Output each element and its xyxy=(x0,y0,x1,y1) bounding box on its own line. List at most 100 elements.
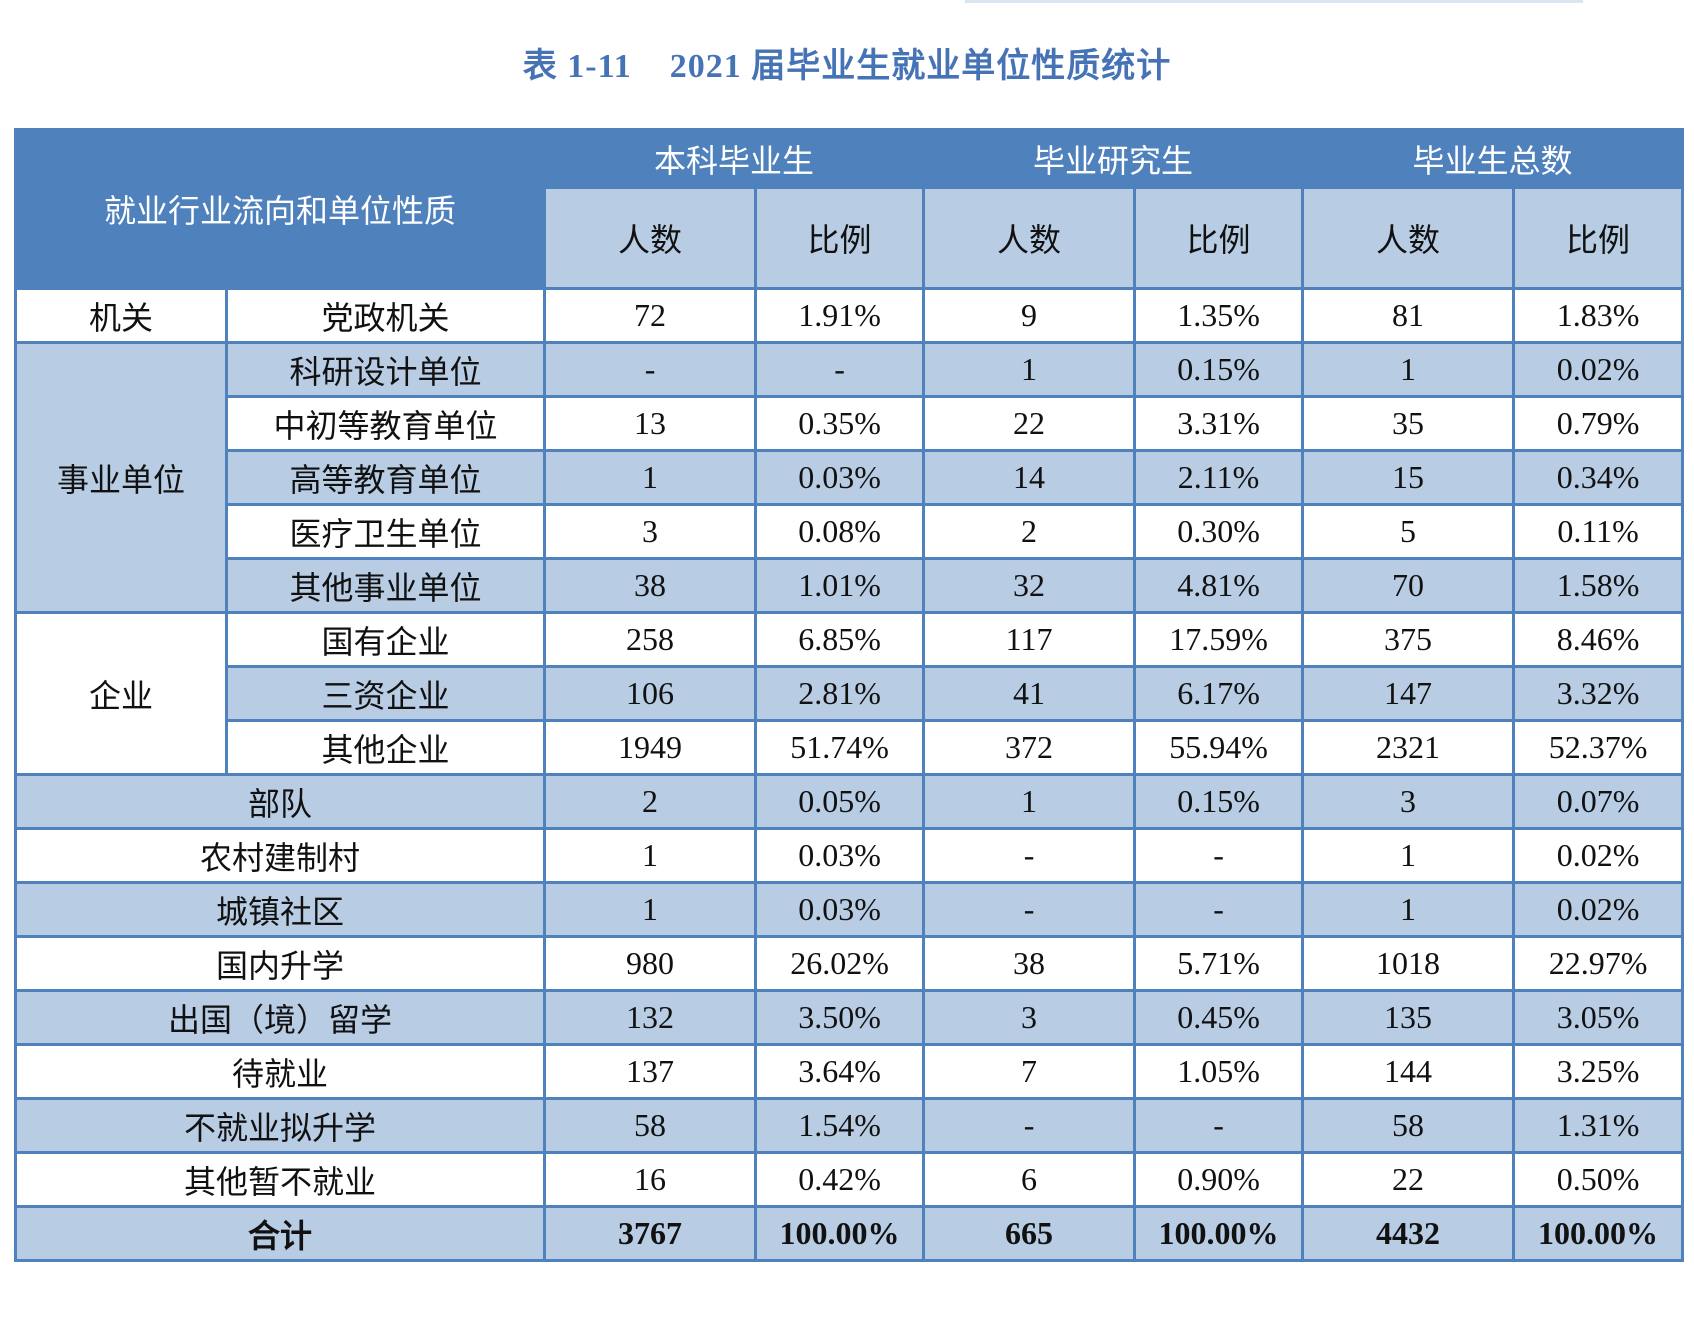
count-cell: 70 xyxy=(1301,557,1516,614)
count-cell: 1 xyxy=(543,827,758,884)
row-label: 城镇社区 xyxy=(13,881,547,938)
total-ratio: 100.00% xyxy=(754,1205,926,1262)
count-cell: 1 xyxy=(922,773,1137,830)
count-cell: 3 xyxy=(1301,773,1516,830)
ratio-cell: 55.94% xyxy=(1133,719,1305,776)
ratio-cell: 1.01% xyxy=(754,557,926,614)
row-label: 医疗卫生单位 xyxy=(224,503,547,560)
count-cell: 32 xyxy=(922,557,1137,614)
count-cell: 22 xyxy=(1301,1151,1516,1208)
employment-table: 就业行业流向和单位性质 本科毕业生 毕业研究生 毕业生总数 人数 比例 人数 比… xyxy=(13,128,1685,1262)
row-label: 出国（境）留学 xyxy=(13,989,547,1046)
count-cell: 3 xyxy=(543,503,758,560)
ratio-cell: 1.31% xyxy=(1512,1097,1685,1154)
table-row: 医疗卫生单位 3 0.08% 2 0.30% 5 0.11% xyxy=(16,503,1685,560)
count-cell: 22 xyxy=(922,395,1137,452)
sub-header-count: 人数 xyxy=(543,186,758,290)
ratio-cell: 0.35% xyxy=(754,395,926,452)
row-label: 待就业 xyxy=(13,1043,547,1100)
total-label: 合计 xyxy=(13,1205,547,1262)
ratio-cell: - xyxy=(1133,881,1305,938)
ratio-cell: 0.11% xyxy=(1512,503,1685,560)
top-decoration-line xyxy=(965,0,1583,3)
count-cell: 258 xyxy=(543,611,758,668)
total-count: 665 xyxy=(922,1205,1137,1262)
ratio-cell: 0.90% xyxy=(1133,1151,1305,1208)
count-cell: 117 xyxy=(922,611,1137,668)
table-row: 农村建制村 1 0.03% - -1 0.02% xyxy=(13,827,1685,884)
table-row: 机关 党政机关 72 1.91% 9 1.35% 81 1.83% xyxy=(14,287,1685,344)
table-row: 事业单位 科研设计单位 - -1 0.15% 1 0.02% xyxy=(14,341,1685,614)
count-cell: 1 xyxy=(1301,341,1516,398)
ratio-cell: 26.02% xyxy=(754,935,926,992)
ratio-cell: - xyxy=(1133,827,1305,884)
row-label: 其他暂不就业 xyxy=(13,1151,547,1208)
ratio-cell: 0.03% xyxy=(754,827,926,884)
count-cell: - xyxy=(543,341,758,398)
row-label: 不就业拟升学 xyxy=(13,1097,547,1154)
ratio-cell: 1.35% xyxy=(1133,287,1305,344)
count-cell: 15 xyxy=(1301,449,1516,506)
total-ratio: 100.00% xyxy=(1512,1205,1685,1262)
table-row: 其他企业 1949 51.74% 372 55.94% 2321 52.37% xyxy=(16,719,1685,776)
ratio-cell: - xyxy=(1133,1097,1305,1154)
category-cell: 企业 xyxy=(14,611,228,776)
count-cell: 375 xyxy=(1301,611,1516,668)
ratio-cell: 5.71% xyxy=(1133,935,1305,992)
table-row: 待就业 137 3.64% 7 1.05% 144 3.25% xyxy=(13,1043,1685,1100)
count-cell: 13 xyxy=(543,395,758,452)
table-row: 城镇社区 1 0.03% - -1 0.02% xyxy=(13,881,1685,938)
row-label: 国内升学 xyxy=(13,935,547,992)
ratio-cell: 0.02% xyxy=(1512,341,1685,398)
count-cell: - xyxy=(922,881,1137,938)
row-label: 农村建制村 xyxy=(13,827,547,884)
table-row: 中初等教育单位 13 0.35% 22 3.31% 35 0.79% xyxy=(16,395,1685,452)
table-row: 部队 2 0.05% 1 0.15% 3 0.07% xyxy=(13,773,1685,830)
count-cell: 81 xyxy=(1301,287,1516,344)
ratio-cell: 0.08% xyxy=(754,503,926,560)
count-cell: 41 xyxy=(922,665,1137,722)
ratio-cell: 0.34% xyxy=(1512,449,1685,506)
ratio-cell: 3.05% xyxy=(1512,989,1685,1046)
total-count: 4432 xyxy=(1301,1205,1516,1262)
category-cell: 事业单位 xyxy=(14,341,228,614)
ratio-cell: 8.46% xyxy=(1512,611,1685,668)
count-cell: 137 xyxy=(543,1043,758,1100)
count-cell: 38 xyxy=(922,935,1137,992)
ratio-cell: 0.02% xyxy=(1512,881,1685,938)
count-cell: 135 xyxy=(1301,989,1516,1046)
count-cell: 1949 xyxy=(543,719,758,776)
category-cell: 机关 xyxy=(14,287,228,344)
count-cell: 132 xyxy=(543,989,758,1046)
ratio-cell: 51.74% xyxy=(754,719,926,776)
row-label: 党政机关 xyxy=(224,287,547,344)
count-cell: 106 xyxy=(543,665,758,722)
row-label: 国有企业 xyxy=(224,611,547,668)
ratio-cell: 3.64% xyxy=(754,1043,926,1100)
count-cell: 2 xyxy=(543,773,758,830)
ratio-cell: 1.58% xyxy=(1512,557,1685,614)
ratio-cell: 0.30% xyxy=(1133,503,1305,560)
ratio-cell: 0.42% xyxy=(754,1151,926,1208)
count-cell: 1018 xyxy=(1301,935,1516,992)
ratio-cell: 4.81% xyxy=(1133,557,1305,614)
ratio-cell: 6.17% xyxy=(1133,665,1305,722)
ratio-cell: 0.15% xyxy=(1133,773,1305,830)
total-ratio: 100.00% xyxy=(1133,1205,1305,1262)
ratio-cell: 3.31% xyxy=(1133,395,1305,452)
table-body: 机关 党政机关 72 1.91% 9 1.35% 81 1.83% 事业单位 科研设计单位 - -1 0… xyxy=(13,287,1685,1262)
table-row: 出国（境）留学 132 3.50% 3 0.45% 135 3.05% xyxy=(13,989,1685,1046)
ratio-cell: 0.50% xyxy=(1512,1151,1685,1208)
count-cell: - xyxy=(922,827,1137,884)
count-cell: 980 xyxy=(543,935,758,992)
sub-header-ratio: 比例 xyxy=(1133,186,1305,290)
ratio-cell: 52.37% xyxy=(1512,719,1685,776)
row-label: 部队 xyxy=(13,773,547,830)
count-cell: 14 xyxy=(922,449,1137,506)
ratio-cell: 0.79% xyxy=(1512,395,1685,452)
group-header-graduate: 毕业研究生 xyxy=(922,128,1305,189)
count-cell: 147 xyxy=(1301,665,1516,722)
ratio-cell: 0.05% xyxy=(754,773,926,830)
ratio-cell: 0.02% xyxy=(1512,827,1685,884)
count-cell: 2321 xyxy=(1301,719,1516,776)
